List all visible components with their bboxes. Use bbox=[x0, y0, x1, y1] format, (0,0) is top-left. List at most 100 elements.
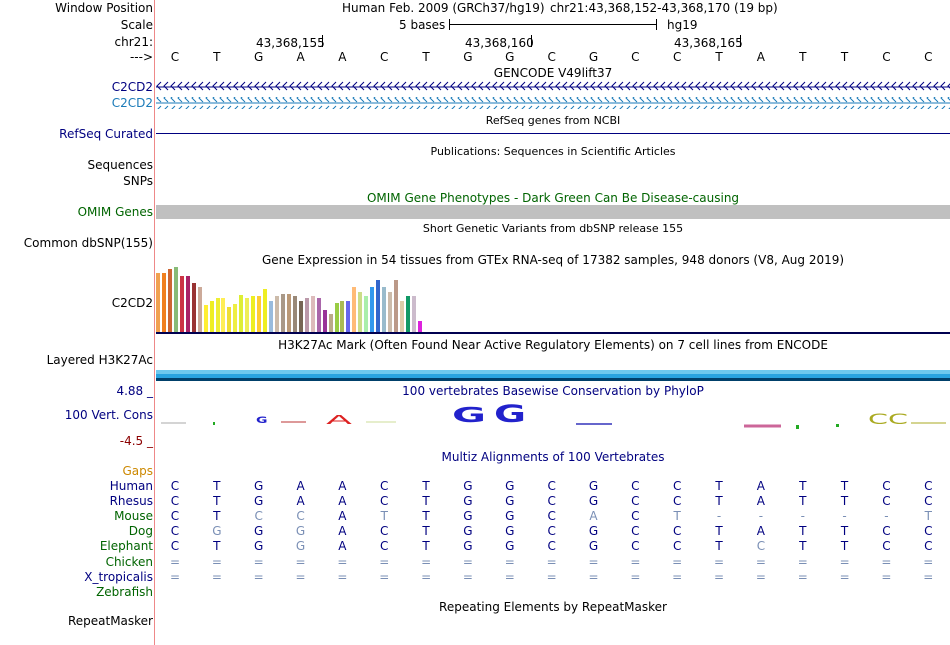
gtex-tissue-bar[interactable] bbox=[310, 296, 315, 332]
gtex-tissue-bar[interactable] bbox=[239, 295, 244, 332]
gtex-tissue-bar[interactable] bbox=[251, 296, 256, 332]
coord-2: 43,368,160 bbox=[465, 36, 534, 50]
gtex-tissue-bar[interactable] bbox=[161, 273, 166, 332]
aligned-base: = bbox=[755, 554, 766, 569]
aligned-base: = bbox=[504, 554, 515, 569]
gtex-tissue-bar[interactable] bbox=[215, 298, 220, 332]
gtex-tissue-bar[interactable] bbox=[197, 287, 202, 332]
refseq-label[interactable]: RefSeq Curated bbox=[59, 127, 153, 141]
gtex-tissue-bar[interactable] bbox=[245, 298, 250, 332]
gtex-tissue-bar[interactable] bbox=[185, 276, 190, 332]
gtex-tissue-bar[interactable] bbox=[411, 296, 416, 332]
gtex-tissue-bar[interactable] bbox=[304, 298, 309, 332]
gtex-tissue-bar[interactable] bbox=[399, 301, 404, 332]
pubs-sequences-label[interactable]: Sequences bbox=[87, 158, 153, 172]
aligned-base: = bbox=[923, 569, 934, 584]
gtex-tissue-bar[interactable] bbox=[167, 269, 172, 332]
gtex-tissue-bar[interactable] bbox=[364, 296, 369, 332]
omim-title: OMIM Gene Phenotypes - Dark Green Can Be… bbox=[366, 191, 740, 205]
repeatmasker-label[interactable]: RepeatMasker bbox=[67, 614, 153, 628]
aligned-base: C bbox=[672, 494, 682, 509]
gencode-gene-1-label[interactable]: C2CD2 bbox=[111, 80, 153, 94]
omim-label[interactable]: OMIM Genes bbox=[77, 205, 153, 219]
gtex-tissue-bar[interactable] bbox=[179, 276, 184, 332]
position-text[interactable]: chr21:43,368,152-43,368,170 (19 bp) bbox=[550, 1, 778, 15]
species-label[interactable]: Chicken bbox=[105, 554, 153, 569]
multiz-gaps-label[interactable]: Gaps bbox=[122, 464, 153, 478]
scale-bar bbox=[449, 24, 656, 25]
dbsnp-label[interactable]: Common dbSNP(155) bbox=[23, 236, 153, 250]
gtex-tissue-bar[interactable] bbox=[257, 296, 262, 332]
aligned-base: G bbox=[588, 524, 599, 539]
species-label[interactable]: Zebrafish bbox=[96, 584, 153, 599]
gtex-tissue-bar[interactable] bbox=[263, 289, 268, 332]
phylop-label[interactable]: 100 Vert. Cons bbox=[64, 408, 153, 422]
aligned-base: T bbox=[715, 494, 723, 509]
gtex-tissue-bar[interactable] bbox=[340, 301, 345, 332]
gtex-tissue-bar[interactable] bbox=[394, 280, 398, 332]
gtex-bar-chart[interactable] bbox=[156, 267, 536, 332]
gtex-tissue-bar[interactable] bbox=[292, 296, 297, 332]
ref-base: T bbox=[799, 50, 807, 64]
gtex-tissue-bar[interactable] bbox=[388, 292, 393, 332]
gtex-tissue-bar[interactable] bbox=[280, 294, 285, 332]
aligned-base: T bbox=[799, 494, 807, 509]
aligned-base: C bbox=[547, 539, 556, 554]
gtex-tissue-bar[interactable] bbox=[269, 301, 274, 332]
aligned-base: C bbox=[547, 479, 556, 493]
aligned-base: T bbox=[840, 524, 849, 539]
species-label[interactable]: X_tropicalis bbox=[84, 569, 153, 584]
gtex-label[interactable]: C2CD2 bbox=[111, 296, 153, 310]
gtex-tissue-bar[interactable] bbox=[376, 280, 381, 332]
gtex-tissue-bar[interactable] bbox=[417, 321, 422, 332]
gtex-tissue-bar[interactable] bbox=[286, 294, 291, 332]
gtex-tissue-bar[interactable] bbox=[322, 310, 327, 332]
gtex-tissue-bar[interactable] bbox=[191, 283, 196, 332]
aligned-base: A bbox=[296, 494, 305, 509]
aligned-base: T bbox=[840, 494, 849, 509]
gtex-tissue-bar[interactable] bbox=[233, 304, 238, 332]
gtex-tissue-bar[interactable] bbox=[382, 287, 387, 332]
gtex-tissue-bar[interactable] bbox=[221, 298, 226, 332]
aligned-base: = bbox=[797, 554, 808, 569]
gtex-tissue-bar[interactable] bbox=[405, 296, 410, 332]
gtex-baseline bbox=[156, 332, 950, 334]
gtex-tissue-bar[interactable] bbox=[328, 314, 333, 332]
gencode-gene-lines[interactable] bbox=[156, 80, 950, 110]
aligned-base: G bbox=[463, 494, 473, 509]
gtex-tissue-bar[interactable] bbox=[346, 301, 351, 332]
strand-arrow-label[interactable]: ---> bbox=[129, 50, 153, 64]
species-label[interactable]: Dog bbox=[128, 524, 153, 539]
gtex-tissue-bar[interactable] bbox=[358, 292, 363, 332]
gtex-tissue-bar[interactable] bbox=[298, 301, 303, 332]
species-alignment-row: = = = = = = = = = = = = = = = = = = = bbox=[156, 570, 950, 584]
gtex-tissue-bar[interactable] bbox=[203, 305, 208, 332]
gtex-tissue-bar[interactable] bbox=[209, 301, 214, 332]
phylop-logo[interactable]: G A G G CC bbox=[156, 400, 950, 440]
aligned-base: = bbox=[462, 554, 473, 569]
scale-text: 5 bases bbox=[399, 18, 446, 32]
gtex-tissue-bar[interactable] bbox=[334, 303, 339, 332]
gencode-gene-2-strand[interactable] bbox=[156, 97, 950, 109]
species-label[interactable]: Human bbox=[109, 479, 153, 493]
gtex-tissue-bar[interactable] bbox=[173, 267, 178, 332]
gtex-tissue-bar[interactable] bbox=[227, 307, 232, 332]
species-label[interactable]: Elephant bbox=[99, 539, 153, 554]
aligned-base: = bbox=[881, 569, 892, 584]
h3k27ac-label[interactable]: Layered H3K27Ac bbox=[46, 353, 153, 367]
gencode-gene-2-label[interactable]: C2CD2 bbox=[111, 96, 153, 110]
gencode-gene-1-strand[interactable] bbox=[156, 81, 950, 93]
gtex-tissue-bar[interactable] bbox=[275, 296, 279, 332]
omim-gene-bar[interactable] bbox=[156, 205, 950, 219]
gtex-tissue-bar[interactable] bbox=[352, 287, 357, 332]
gtex-tissue-bar[interactable] bbox=[156, 273, 160, 332]
aligned-base: C bbox=[380, 494, 389, 509]
species-label[interactable]: Rhesus bbox=[109, 494, 153, 509]
species-label[interactable]: Mouse bbox=[114, 509, 153, 524]
pubs-snps-label[interactable]: SNPs bbox=[123, 174, 153, 188]
ref-base: T bbox=[840, 50, 849, 64]
aligned-base: = bbox=[295, 569, 306, 584]
refseq-gene-line[interactable] bbox=[156, 133, 950, 134]
gtex-tissue-bar[interactable] bbox=[316, 298, 321, 332]
gtex-tissue-bar[interactable] bbox=[370, 287, 375, 332]
